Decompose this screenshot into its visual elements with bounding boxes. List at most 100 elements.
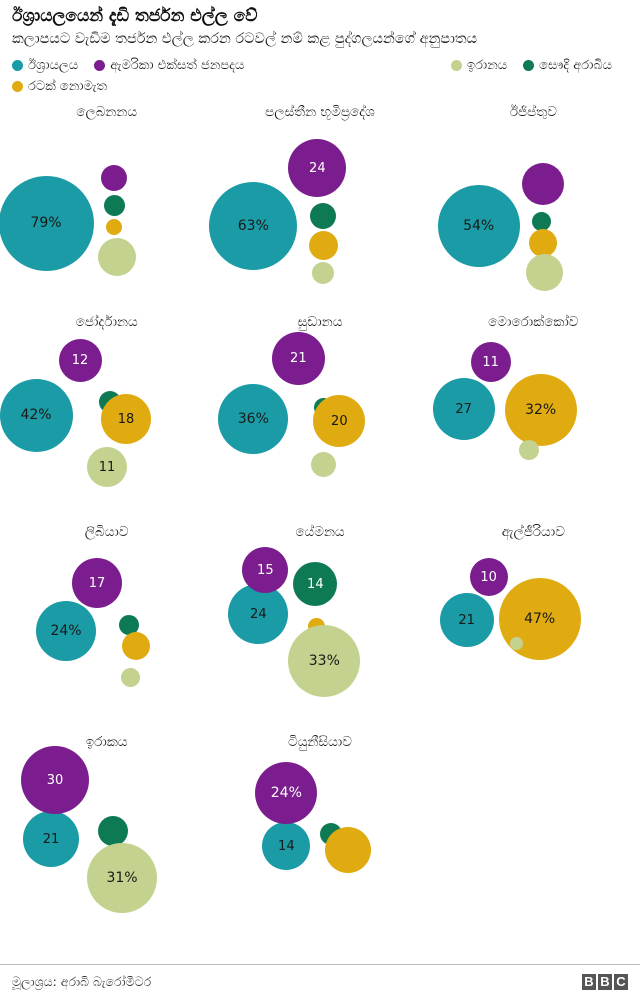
bubble-israel[interactable]: 27	[432, 378, 495, 441]
bubble-iran[interactable]	[120, 667, 140, 687]
panel-title: පලස්තීන භූමිප්‍රදේශ	[265, 104, 375, 121]
bubble-usa[interactable]: 17	[72, 558, 122, 609]
panel-title: යේමනය	[295, 524, 345, 541]
bubble-usa[interactable]	[521, 163, 564, 206]
legend: ඊශ්‍රායලය ඇමරිකා එක්සත් ජනපදය ඉරානය සෞදි අර…	[0, 57, 640, 98]
chart-grid: ලෙබනනය 79% පලස්තීන භූමිප්‍රදේශ 63% 24 ඊජිප්තු…	[0, 104, 640, 944]
panel-title: ලිබියාව	[84, 524, 129, 541]
chart-panel: සුඩානය 36% 21 20	[213, 314, 426, 524]
bubble-value-label: 14	[278, 838, 295, 854]
chart-panel: ඊජිප්තුව 54%	[427, 104, 640, 314]
bubble-value-label: 24	[309, 160, 326, 176]
bubble-none[interactable]	[308, 230, 338, 260]
chart-row: ලෙබනනය 79% පලස්තීන භූමිප්‍රදේශ 63% 24 ඊජිප්තු…	[0, 104, 640, 314]
bubble-saudi[interactable]	[98, 816, 128, 847]
panel-title: ටියුනීසියාව	[288, 734, 352, 751]
bubble-usa[interactable]: 24	[288, 139, 347, 198]
bubble-none[interactable]	[122, 632, 150, 661]
bubble-israel[interactable]: 21	[439, 593, 494, 648]
legend-swatch-iran-icon	[450, 60, 462, 72]
chart-panel: ලිබියාව 24% 17	[0, 524, 213, 734]
bubble-saudi[interactable]	[532, 211, 552, 231]
bubble-iran[interactable]	[518, 440, 539, 461]
bubble-value-label: 21	[458, 612, 475, 628]
bubble-value-label: 54%	[463, 218, 495, 235]
bubble-israel[interactable]: 14	[262, 822, 311, 871]
bubble-usa[interactable]: 30	[21, 746, 89, 815]
bubble-usa[interactable]: 12	[58, 338, 102, 382]
bubble-none[interactable]: 20	[313, 395, 366, 448]
panel-title: ලෙබනනය	[76, 104, 138, 121]
bubble-iran[interactable]	[526, 253, 564, 291]
bubble-value-label: 12	[71, 352, 89, 368]
bubble-usa[interactable]: 21	[271, 331, 325, 385]
bubble-israel[interactable]: 63%	[209, 182, 298, 271]
bubble-saudi[interactable]: 14	[293, 562, 338, 607]
bubble-saudi[interactable]	[119, 615, 139, 636]
bubble-value-label: 42%	[20, 407, 52, 424]
chart-panel: ලෙබනනය 79%	[0, 104, 213, 314]
bubble-iran[interactable]	[312, 262, 335, 285]
bubble-plot: 24% 17	[0, 546, 213, 734]
bubble-saudi[interactable]	[103, 194, 125, 216]
bbc-logo-letter: B	[598, 974, 612, 990]
bbc-logo-letter: C	[614, 974, 628, 990]
legend-swatch-israel-icon	[12, 60, 23, 72]
bubble-plot: 79%	[0, 126, 213, 314]
legend-item-label: සෞදි අරාබිය	[539, 58, 612, 74]
chart-panel: ජෝර්දානය 42% 12 18 11	[0, 314, 213, 524]
bubble-israel[interactable]: 54%	[437, 185, 520, 268]
bubble-israel[interactable]: 36%	[218, 384, 289, 455]
bubble-usa[interactable]	[101, 165, 127, 192]
bubble-value-label: 36%	[237, 411, 269, 428]
bubble-saudi[interactable]	[310, 203, 337, 230]
bubble-israel[interactable]: 79%	[0, 175, 94, 271]
bubble-iran[interactable]: 33%	[288, 625, 361, 698]
legend-item-label: රටක් නොමැත	[28, 78, 108, 94]
bubble-usa[interactable]: 24%	[255, 762, 318, 825]
panel-title: ඉරාකය	[85, 734, 128, 751]
bubble-israel[interactable]: 42%	[0, 378, 73, 452]
bubble-iran[interactable]: 11	[87, 447, 127, 488]
bubble-none[interactable]: 18	[101, 394, 151, 445]
bubble-iran[interactable]: 31%	[87, 843, 157, 914]
bubble-value-label: 47%	[524, 611, 556, 628]
bubble-value-label: 10	[480, 569, 497, 585]
bubble-value-label: 21	[42, 831, 60, 847]
bubble-iran[interactable]	[98, 238, 136, 277]
legend-item-label: ඇමරිකා එක්සත් ජනපදය	[110, 58, 245, 74]
bubble-none[interactable]	[106, 219, 122, 236]
bubble-none[interactable]: 32%	[504, 374, 577, 447]
bubble-none[interactable]	[528, 229, 557, 258]
bubble-israel[interactable]: 24%	[36, 601, 96, 662]
bubble-iran[interactable]	[310, 451, 336, 477]
legend-item-iran: ඉරානය	[450, 57, 507, 75]
bubble-israel[interactable]: 21	[23, 811, 79, 868]
bubble-none[interactable]	[325, 827, 372, 874]
bubble-value-label: 15	[257, 562, 274, 578]
legend-swatch-none-icon	[12, 80, 23, 92]
bubble-plot: 54%	[427, 126, 640, 314]
bbc-logo-letter: B	[582, 974, 596, 990]
bubble-plot: 63% 24	[209, 126, 426, 314]
bubble-value-label: 79%	[30, 215, 62, 232]
bubble-usa[interactable]: 11	[470, 342, 511, 383]
page-title: ඊශ්‍රායලයෙන් දැඩි තර්ජන එල්ල වේ	[12, 6, 258, 26]
bubble-value-label: 27	[455, 401, 472, 417]
bubble-iran[interactable]	[510, 636, 524, 650]
bubble-plot: 14 24%	[213, 756, 426, 944]
bubble-plot: 36% 21 20	[213, 331, 426, 524]
bubble-usa[interactable]: 15	[242, 547, 289, 594]
legend-item-saudi: සෞදි අරාබිය	[523, 57, 612, 75]
source-label: මූලාශ්‍රය: අරාබි බැරෝමීටර	[12, 974, 152, 989]
bubble-value-label: 31%	[106, 870, 138, 887]
bubble-value-label: 33%	[308, 653, 340, 670]
legend-item-usa: ඇමරිකා එක්සත් ජනපදය	[94, 57, 244, 75]
bubble-usa[interactable]: 10	[469, 558, 508, 597]
legend-item-label: ඊශ්‍රායලය	[28, 58, 79, 74]
bubble-plot: 21 30 31%	[0, 746, 213, 944]
bubble-israel[interactable]: 24	[228, 584, 289, 645]
